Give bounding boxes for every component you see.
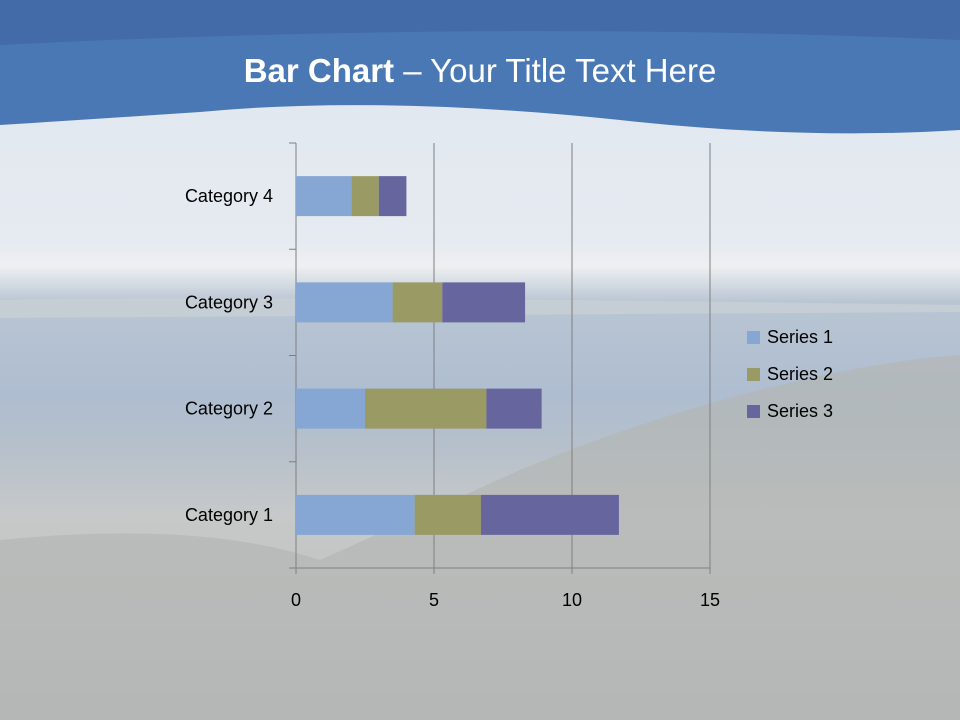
- category-label: Category 4: [185, 186, 273, 206]
- legend-swatch: [747, 331, 760, 344]
- bar-series-1: [296, 494, 415, 535]
- bar-series-2: [365, 388, 487, 429]
- legend-swatch: [747, 405, 760, 418]
- bar-series-1: [296, 388, 365, 429]
- title-rest: – Your Title Text Here: [394, 52, 717, 89]
- bar-series-2: [414, 494, 481, 535]
- x-tick-label: 5: [429, 590, 439, 610]
- legend-swatch: [747, 368, 760, 381]
- legend-label: Series 3: [767, 401, 833, 421]
- category-label: Category 1: [185, 505, 273, 525]
- title-bold: Bar Chart: [243, 52, 395, 89]
- legend-label: Series 2: [767, 364, 833, 384]
- bar-series-2: [351, 176, 379, 217]
- slide-title: Bar Chart – Your Title Text Here: [0, 52, 960, 90]
- bar-series-2: [392, 282, 443, 323]
- legend-label: Series 1: [767, 327, 833, 347]
- bar-series-1: [296, 176, 352, 217]
- category-label: Category 3: [185, 292, 273, 312]
- bar-series-1: [296, 282, 393, 323]
- bar-series-3: [378, 176, 407, 217]
- x-tick-label: 0: [291, 590, 301, 610]
- bar-series-3: [480, 494, 619, 535]
- x-tick-label: 10: [562, 590, 582, 610]
- x-tick-label: 15: [700, 590, 720, 610]
- category-label: Category 2: [185, 399, 273, 419]
- bar-series-3: [486, 388, 542, 429]
- bar-series-3: [442, 282, 526, 323]
